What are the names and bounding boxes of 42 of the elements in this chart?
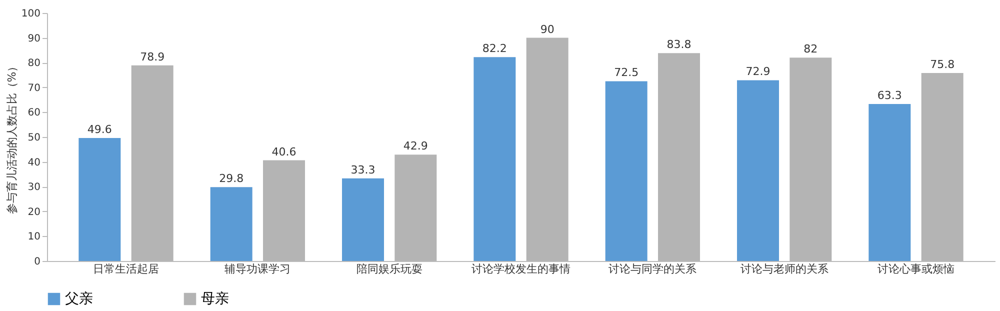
y-tick-label: 30 bbox=[28, 182, 40, 194]
data-label: 82 bbox=[804, 42, 818, 56]
y-tick-label: 100 bbox=[21, 8, 40, 20]
data-label: 42.9 bbox=[403, 140, 428, 153]
data-label: 72.5 bbox=[614, 66, 639, 80]
data-label: 90 bbox=[540, 22, 554, 36]
data-label: 63.3 bbox=[877, 89, 902, 102]
data-label: 33.3 bbox=[350, 163, 376, 176]
y-tick-label: 70 bbox=[28, 82, 40, 94]
x-tick-label: 辅导功课学习 bbox=[224, 262, 291, 276]
data-label: 83.8 bbox=[666, 38, 692, 52]
data-label: 49.6 bbox=[87, 122, 112, 136]
legend-label: 父亲 bbox=[65, 291, 93, 307]
y-tick-label: 60 bbox=[28, 108, 40, 119]
bar bbox=[868, 104, 911, 261]
y-tick-label: 40 bbox=[28, 157, 40, 168]
data-label: 82.2 bbox=[482, 42, 507, 56]
bar bbox=[605, 81, 648, 261]
x-tick-label: 日常生活起居 bbox=[93, 262, 159, 276]
data-label: 29.8 bbox=[219, 172, 244, 186]
x-tick-label: 陪同娱乐玩耍 bbox=[356, 262, 422, 276]
y-tick-label: 0 bbox=[34, 256, 40, 268]
bar bbox=[342, 178, 384, 261]
y-tick-label: 10 bbox=[28, 232, 40, 243]
x-tick-label: 讨论心事或烦恼 bbox=[878, 262, 954, 276]
bar bbox=[210, 187, 252, 261]
legend-label: 母亲 bbox=[201, 291, 229, 307]
y-tick-label: 20 bbox=[28, 206, 40, 218]
y-tick-label: 90 bbox=[28, 33, 40, 44]
bar bbox=[78, 138, 121, 261]
bar bbox=[474, 57, 516, 261]
y-tick-label: 80 bbox=[28, 58, 40, 70]
y-tick-label: 50 bbox=[28, 132, 40, 144]
x-tick-label: 讨论与老师的关系 bbox=[740, 262, 828, 276]
data-label: 72.9 bbox=[746, 65, 770, 78]
x-tick-label: 讨论学校发生的事情 bbox=[472, 262, 570, 276]
bar bbox=[737, 80, 779, 261]
data-label: 75.8 bbox=[930, 58, 955, 72]
data-label: 78.9 bbox=[140, 50, 165, 64]
x-tick-label: 讨论与同学的关系 bbox=[608, 262, 697, 276]
y-axis-title: 参与育儿活动的人数占比（%） bbox=[5, 60, 18, 214]
data-label: 40.6 bbox=[272, 145, 296, 158]
